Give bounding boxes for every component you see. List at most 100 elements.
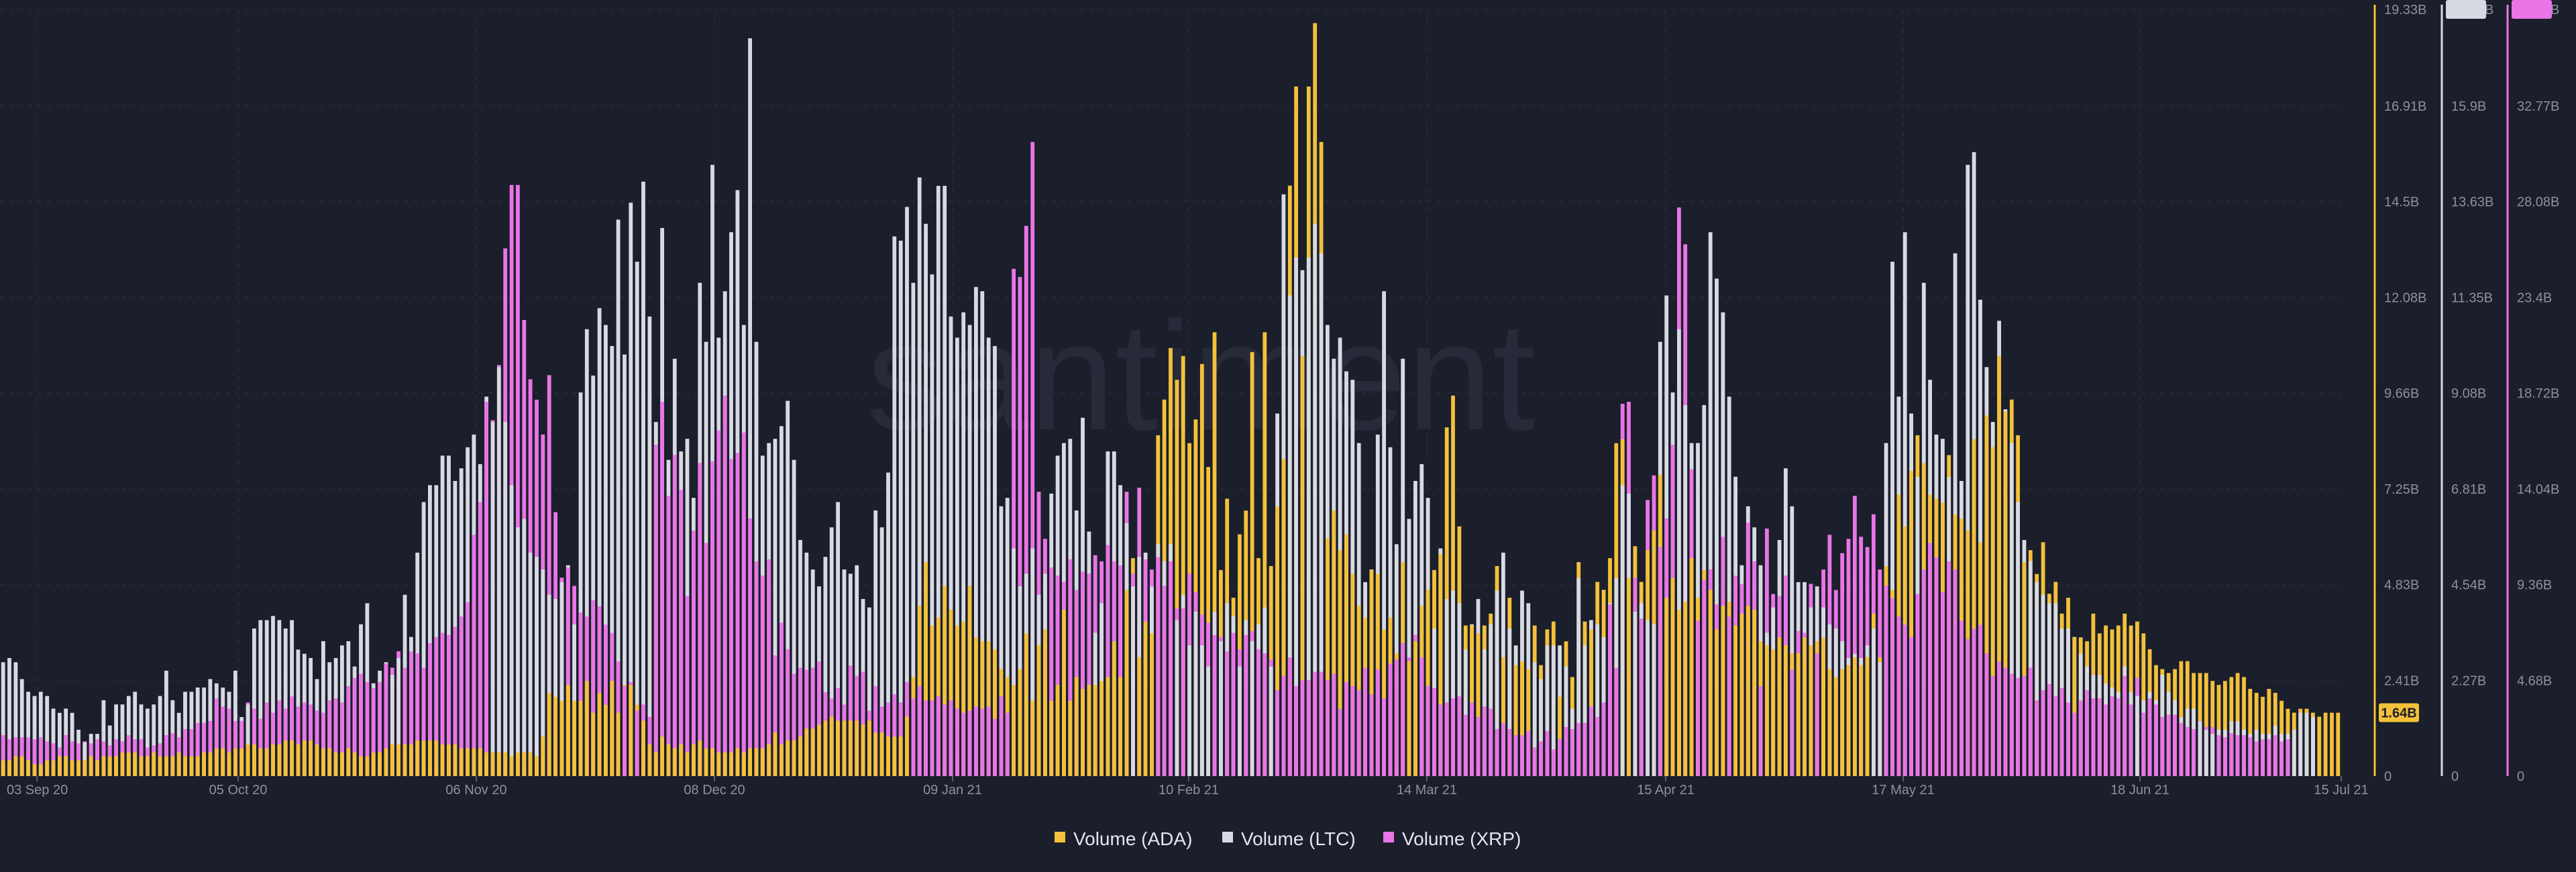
bar-ada (2022, 562, 2027, 776)
bar-xrp (1658, 547, 1662, 776)
bar-ltc (83, 742, 87, 776)
bar-ada (340, 752, 344, 776)
bar-xrp (466, 602, 470, 776)
bar-xrp (2216, 735, 2221, 776)
bar-xrp (873, 686, 878, 776)
bar-ada (183, 756, 187, 776)
bar-ada (390, 744, 394, 776)
bar-ada (421, 740, 426, 776)
bar-ltc (58, 712, 62, 776)
bar-xrp (692, 531, 696, 776)
bar-ada (1030, 700, 1035, 776)
bar-ltc (440, 455, 445, 776)
bar-ada (1062, 609, 1066, 776)
legend-item-xrp[interactable]: Volume (XRP) (1383, 828, 1521, 849)
bar-xrp (1909, 637, 1913, 776)
bar-xrp (2085, 690, 2089, 776)
bar-ada (604, 704, 608, 776)
bar-ada (1997, 356, 2001, 776)
legend-label: Volume (ADA) (1073, 828, 1192, 849)
bar-ada (836, 720, 840, 776)
bar-ada (780, 744, 784, 776)
bar-ltc (604, 325, 608, 776)
bar-xrp (748, 518, 752, 776)
y-tick-label-xrp: 0 (2517, 769, 2524, 784)
bar-ada (133, 752, 138, 776)
bar-xrp (409, 651, 413, 776)
bar-ada (378, 752, 382, 776)
bar-xrp (1790, 669, 1794, 776)
bar-xrp (170, 733, 175, 776)
bar-ltc (754, 341, 759, 777)
bar-ada (352, 752, 357, 776)
bar-xrp (264, 702, 269, 776)
bar-ltc (836, 502, 840, 776)
bar-xrp (1005, 712, 1010, 776)
bar-xrp (1169, 561, 1173, 776)
bar-ada (13, 756, 18, 776)
bar-ltc (447, 455, 451, 776)
bar-xrp (1507, 728, 1512, 776)
bar-ada (478, 748, 482, 776)
bar-xrp (1960, 620, 1964, 776)
bar-ada (283, 740, 288, 776)
bar-ada (490, 752, 495, 776)
bar-ada (692, 744, 696, 776)
bar-ada (384, 748, 388, 776)
bar-ada (239, 748, 244, 776)
bar-ada (1275, 506, 1279, 776)
bar-ada (1821, 637, 1825, 776)
bar-ada (371, 752, 376, 776)
bar-ltc (152, 704, 156, 776)
bar-xrp (2147, 698, 2152, 776)
x-tick-label: 08 Dec 20 (684, 783, 745, 798)
bar-ltc (120, 704, 125, 776)
bar-ltc (1545, 645, 1550, 776)
bar-xrp (597, 606, 602, 776)
bar-ltc (1708, 232, 1713, 776)
bar-xrp (861, 671, 865, 776)
bar-ada (553, 696, 557, 776)
bar-xrp (1212, 635, 1217, 776)
bar-ltc (509, 485, 514, 776)
bar-ada (647, 744, 652, 776)
bar-ltc (1790, 506, 1794, 776)
bar-ada (597, 692, 602, 776)
bar-ada (722, 752, 727, 776)
bar-xrp (340, 702, 344, 776)
bar-xrp (1551, 749, 1556, 776)
bar-xrp (892, 694, 897, 776)
bar-ada (1055, 685, 1060, 776)
bar-ada (227, 752, 231, 776)
bar-xrp (1369, 694, 1374, 776)
bar-xrp (208, 720, 213, 776)
x-tick-label: 15 Apr 21 (1637, 783, 1695, 798)
bar-xrp (1087, 574, 1091, 776)
legend-item-ada[interactable]: Volume (ADA) (1055, 828, 1192, 849)
bar-ada (754, 748, 759, 776)
bar-ltc (1890, 262, 1894, 776)
bar-ada (1199, 364, 1204, 776)
bar-ltc (496, 367, 501, 776)
bar-ada (1558, 696, 1562, 776)
bar-ltc (164, 670, 168, 776)
bar-xrp (227, 708, 231, 776)
bar-xrp (2279, 741, 2284, 776)
bar-ada (139, 756, 144, 776)
bar-ltc (246, 704, 250, 776)
last-value-text: 1.35B (2448, 0, 2483, 3)
bar-ada (1407, 661, 1411, 776)
bar-ltc (1576, 578, 1581, 776)
y-tick-label-ltc: 15.9B (2451, 99, 2486, 114)
bar-ltc (1444, 599, 1449, 776)
legend-item-ltc[interactable]: Volume (LTC) (1222, 828, 1356, 849)
x-tick-label: 03 Sep 20 (7, 783, 68, 798)
y-tick-label-ltc: 6.81B (2451, 482, 2486, 497)
legend[interactable]: Volume (ADA) Volume (LTC) Volume (XRP) (1055, 828, 1521, 849)
bar-xrp (2066, 702, 2070, 776)
bar-xrp (1495, 728, 1499, 776)
bar-xrp (792, 673, 796, 776)
bar-ada (993, 649, 997, 776)
bar-xrp (754, 561, 759, 776)
bar-ada (1708, 590, 1713, 776)
